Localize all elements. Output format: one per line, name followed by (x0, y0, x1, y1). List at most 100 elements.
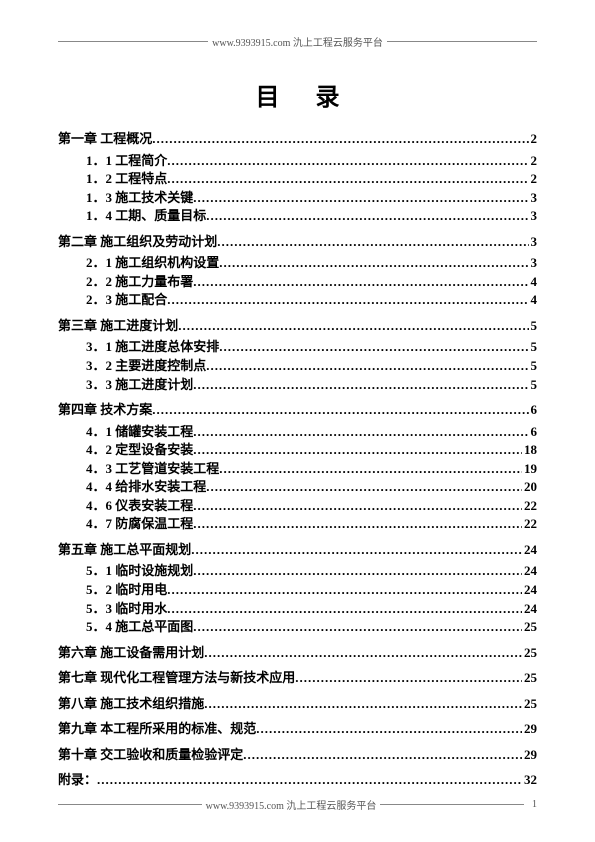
footer-page-number: 1 (524, 799, 537, 810)
toc-sub: 4．4 给排水安装工程20 (58, 478, 537, 496)
toc-label: 4．1 储罐安装工程 (58, 423, 193, 441)
toc-chapter: 第十章 交工验收和质量检验评定 29 (58, 746, 537, 764)
toc-leader-dots (204, 695, 522, 713)
toc-label: 1．4 工期、质量目标 (58, 207, 206, 225)
toc-sub: 4．2 定型设备安装 18 (58, 441, 537, 459)
toc-page: 25 (522, 669, 537, 687)
footer: www.9393915.com 氿上工程云服务平台 1 (58, 797, 537, 812)
toc-page: 32 (522, 771, 537, 789)
toc-page: 29 (522, 746, 537, 764)
header: www.9393915.com 氿上工程云服务平台 (58, 34, 537, 49)
header-rule-left (58, 41, 208, 42)
toc-chapter: 第七章 现代化工程管理方法与新技术应用 25 (58, 669, 537, 687)
toc-page: 5 (529, 317, 538, 335)
toc-label: 附录： (58, 771, 97, 789)
toc-sub: 5．2 临时用电 24 (58, 581, 537, 599)
toc-leader-dots (219, 338, 528, 356)
toc-label: 1．1 工程简介 (58, 152, 167, 170)
toc-page: 3 (529, 189, 538, 207)
toc-page: 18 (522, 441, 537, 459)
toc-label: 第四章 技术方案 (58, 401, 152, 419)
toc-sub: 1．4 工期、质量目标 3 (58, 207, 537, 225)
footer-rule-left (58, 804, 202, 805)
toc-label: 第七章 现代化工程管理方法与新技术应用 (58, 669, 295, 687)
toc-leader-dots (206, 357, 528, 375)
toc-sub: 2．2 施工力量布署4 (58, 273, 537, 291)
toc-label: 第八章 施工技术组织措施 (58, 695, 204, 713)
toc-leader-dots (219, 254, 528, 272)
toc-page: 24 (522, 562, 537, 580)
toc-page: 3 (529, 233, 538, 251)
toc-label: 5．1 临时设施规划 (58, 562, 193, 580)
toc-chapter: 附录： 32 (58, 771, 537, 789)
toc-chapter: 第一章 工程概况2 (58, 130, 537, 148)
toc-label: 4．7 防腐保温工程 (58, 515, 193, 533)
toc-leader-dots (206, 478, 522, 496)
toc-page: 6 (529, 401, 538, 419)
toc-page: 24 (522, 600, 537, 618)
toc-label: 4．6 仪表安装工程 (58, 497, 193, 515)
toc-leader-dots (178, 317, 528, 335)
toc-page: 29 (522, 720, 537, 738)
toc-leader-dots (256, 720, 522, 738)
toc-label: 第六章 施工设备需用计划 (58, 644, 204, 662)
toc-label: 1．2 工程特点 (58, 170, 167, 188)
toc-sub: 3．3 施工进度计划5 (58, 376, 537, 394)
header-rule-right (387, 41, 537, 42)
toc-label: 第十章 交工验收和质量检验评定 (58, 746, 243, 764)
toc-page: 20 (522, 478, 537, 496)
toc-page: 4 (529, 273, 538, 291)
toc-chapter: 第三章 施工进度计划5 (58, 317, 537, 335)
toc-page: 3 (529, 207, 538, 225)
toc-leader-dots (217, 233, 528, 251)
toc-page: 24 (522, 541, 537, 559)
toc-sub: 5．4 施工总平面图25 (58, 618, 537, 636)
toc-page: 3 (529, 254, 538, 272)
toc-label: 5．2 临时用电 (58, 581, 167, 599)
toc-page: 2 (529, 170, 538, 188)
toc-leader-dots (193, 562, 522, 580)
toc-sub: 4．1 储罐安装工程6 (58, 423, 537, 441)
toc-leader-dots (193, 497, 522, 515)
toc-sub: 4．6 仪表安装工程22 (58, 497, 537, 515)
table-of-contents: 第一章 工程概况21．1 工程简介21．2 工程特点21．3 施工技术关键31．… (58, 130, 537, 789)
footer-rule-right (380, 804, 524, 805)
toc-sub: 4．3 工艺管道安装工程19 (58, 460, 537, 478)
toc-label: 3．1 施工进度总体安排 (58, 338, 219, 356)
toc-label: 5．4 施工总平面图 (58, 618, 193, 636)
page-title: 目录 (58, 77, 537, 112)
toc-sub: 3．1 施工进度总体安排 5 (58, 338, 537, 356)
toc-leader-dots (206, 207, 528, 225)
toc-page: 5 (529, 357, 538, 375)
toc-sub: 2．3 施工配合4 (58, 291, 537, 309)
toc-leader-dots (167, 581, 522, 599)
toc-leader-dots (193, 618, 522, 636)
toc-label: 1．3 施工技术关键 (58, 189, 193, 207)
toc-page: 24 (522, 581, 537, 599)
toc-label: 3．2 主要进度控制点 (58, 357, 206, 375)
toc-page: 5 (529, 338, 538, 356)
toc-sub: 4．7 防腐保温工程22 (58, 515, 537, 533)
toc-leader-dots (167, 600, 522, 618)
toc-page: 5 (529, 376, 538, 394)
toc-page: 25 (522, 695, 537, 713)
toc-leader-dots (193, 441, 522, 459)
toc-leader-dots (167, 152, 528, 170)
toc-label: 第五章 施工总平面规划 (58, 541, 191, 559)
toc-leader-dots (193, 189, 528, 207)
toc-sub: 1．3 施工技术关键 3 (58, 189, 537, 207)
toc-sub: 3．2 主要进度控制点 5 (58, 357, 537, 375)
toc-label: 第二章 施工组织及劳动计划 (58, 233, 217, 251)
toc-leader-dots (219, 460, 522, 478)
header-text: www.9393915.com 氿上工程云服务平台 (208, 34, 387, 49)
toc-chapter: 第六章 施工设备需用计划 25 (58, 644, 537, 662)
page: www.9393915.com 氿上工程云服务平台 目录 第一章 工程概况2 1．… (0, 0, 595, 842)
toc-leader-dots (193, 376, 528, 394)
toc-label: 4．2 定型设备安装 (58, 441, 193, 459)
toc-chapter: 第五章 施工总平面规划 24 (58, 541, 537, 559)
toc-chapter: 第四章 技术方案 6 (58, 401, 537, 419)
toc-leader-dots (193, 423, 528, 441)
toc-page: 25 (522, 644, 537, 662)
toc-leader-dots (191, 541, 522, 559)
toc-page: 2 (529, 152, 538, 170)
